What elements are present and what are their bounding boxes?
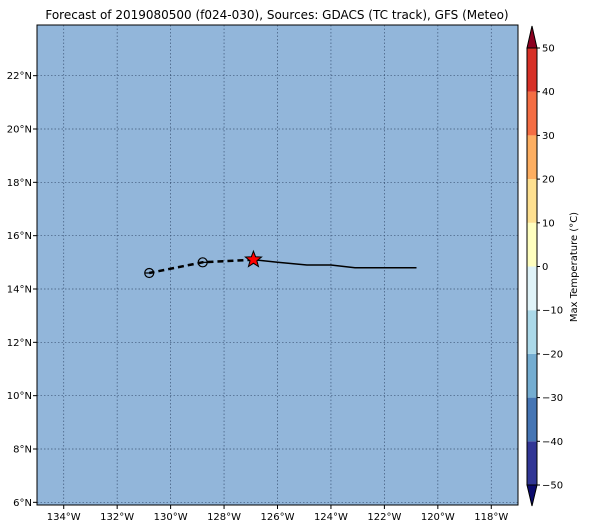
lon-tick-label: 132°W [100, 512, 134, 523]
colorbar-tick-label: −10 [542, 306, 563, 317]
lat-tick-label: 22°N [7, 71, 32, 82]
current-position-star [244, 249, 263, 268]
colorbar-segment [527, 179, 537, 223]
lon-tick-label: 120°W [421, 512, 455, 523]
lon-tick-label: 130°W [154, 512, 188, 523]
colorbar-segment [527, 135, 537, 180]
cyclone-track [144, 249, 417, 279]
lat-tick-label: 16°N [7, 231, 32, 242]
longitude-axis: 134°W 132°W 130°W 128°W 126°W 124°W 122°W 120°W… [47, 505, 508, 523]
colorbar-tick-label: −50 [542, 481, 563, 492]
lon-tick-label: 126°W [261, 512, 295, 523]
colorbar-tick-label: 40 [542, 87, 555, 98]
map-panel: 134°W 132°W 130°W 128°W 126°W 124°W 122°W 120°W… [7, 24, 519, 523]
lon-tick-label: 122°W [367, 512, 401, 523]
lon-tick-label: 134°W [47, 512, 81, 523]
colorbar-tick-label: 50 [542, 44, 555, 55]
lat-tick-label: 18°N [7, 178, 32, 189]
colorbar-tick-label: −40 [542, 437, 563, 448]
lat-tick-label: 12°N [7, 338, 32, 349]
lat-tick-label: 6°N [13, 498, 32, 509]
observed-track-line [253, 258, 417, 269]
colorbar-segment [527, 266, 537, 311]
ocean-background [37, 25, 518, 505]
colorbar-tick-label: 20 [542, 175, 555, 186]
gridlines [37, 25, 518, 505]
colorbar-over-triangle [526, 25, 538, 49]
colorbar-segment [527, 397, 537, 442]
colorbar-segment [527, 441, 537, 485]
colorbar-segment [527, 222, 537, 267]
colorbar-segment [527, 48, 537, 92]
colorbar-tick-label: 30 [542, 131, 555, 142]
colorbar-segment [527, 310, 537, 354]
lon-tick-label: 128°W [207, 512, 241, 523]
colorbar-tick-label: −20 [542, 349, 563, 360]
lat-tick-label: 10°N [7, 391, 32, 402]
lon-tick-label: 118°W [474, 512, 508, 523]
lat-tick-label: 20°N [7, 125, 32, 136]
colorbar-label: Max Temperature (°C) [569, 212, 580, 322]
figure-title: Forecast of 2019080500 (f024-030), Sourc… [45, 8, 508, 22]
colorbar-tick-label: 0 [542, 262, 548, 273]
colorbar-under-triangle [526, 484, 538, 507]
colorbar-segment [527, 353, 537, 398]
lat-tick-label: 8°N [13, 445, 32, 456]
lon-tick-label: 124°W [314, 512, 348, 523]
colorbar-segment [527, 91, 537, 136]
colorbar-tick-label: −30 [542, 393, 563, 404]
colorbar-tick-label: 10 [542, 218, 555, 229]
lat-tick-label: 14°N [7, 285, 32, 296]
latitude-axis: 6°N 8°N 10°N 12°N 14°N 16°N 18°N 20°N 22°N [7, 71, 37, 509]
colorbar: −50 −40 −30 −20 −10 0 10 20 30 40 50 [526, 25, 563, 507]
